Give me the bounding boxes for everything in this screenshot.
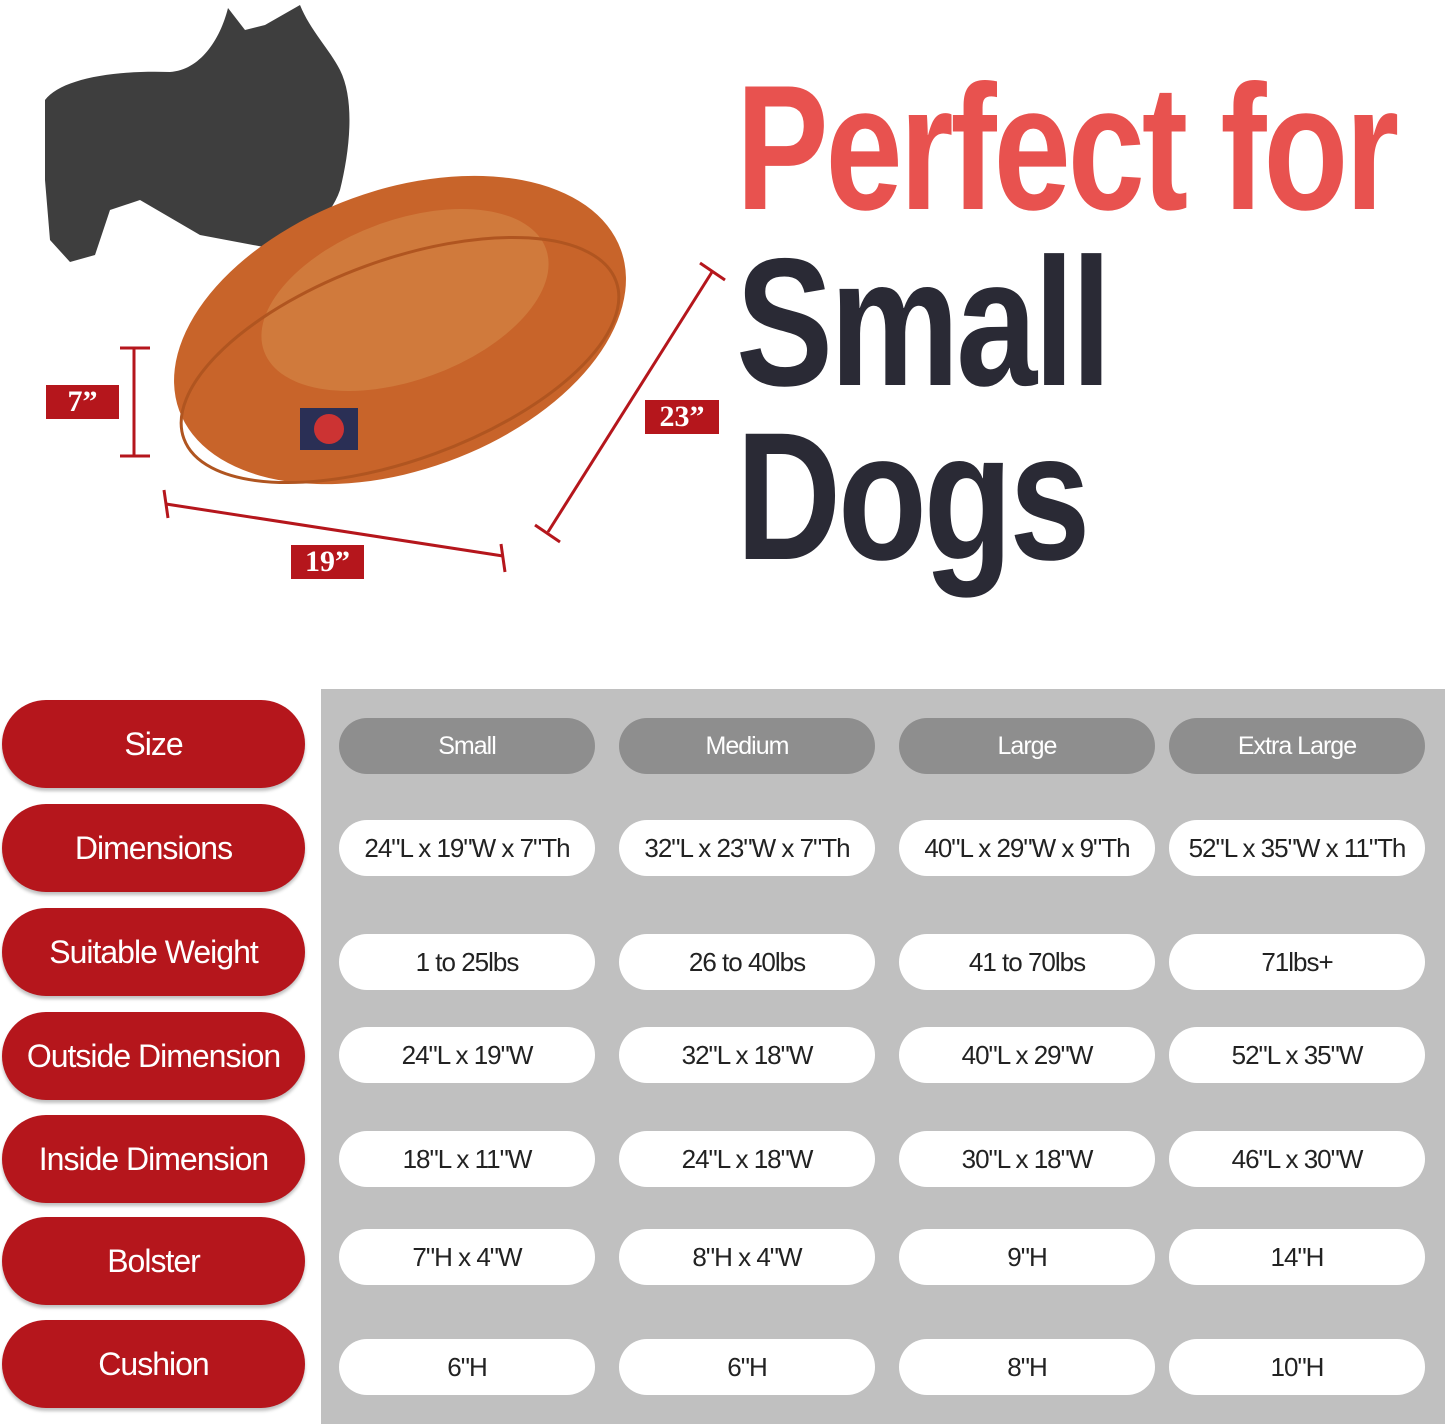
table-cell: 30"L x 18"W — [899, 1131, 1155, 1187]
dimension-lines — [120, 261, 726, 573]
table-cell: 32"L x 23"W x 7"Th — [619, 820, 875, 876]
dog-silhouette — [45, 5, 350, 262]
table-cell: 10"H — [1169, 1339, 1425, 1395]
table-cell: 32"L x 18"W — [619, 1027, 875, 1083]
width-dimension-label: 19” — [291, 545, 364, 579]
table-cell: 8"H — [899, 1339, 1155, 1395]
column-header: Extra Large — [1169, 718, 1425, 774]
table-cell: 1 to 25lbs — [339, 934, 595, 990]
table-cell: 52"L x 35"W — [1169, 1027, 1425, 1083]
row-label: Size — [2, 700, 305, 788]
row-label: Bolster — [2, 1217, 305, 1305]
height-dimension-label: 7” — [46, 385, 119, 419]
table-cell: 71lbs+ — [1169, 934, 1425, 990]
column-header: Small — [339, 718, 595, 774]
table-cell: 24"L x 19"W x 7"Th — [339, 820, 595, 876]
table-cell: 41 to 70lbs — [899, 934, 1155, 990]
row-label: Inside Dimension — [2, 1115, 305, 1203]
table-cell: 6"H — [619, 1339, 875, 1395]
row-label: Suitable Weight — [2, 908, 305, 996]
dog-bed — [174, 175, 626, 485]
table-cell: 26 to 40lbs — [619, 934, 875, 990]
row-label: Dimensions — [2, 804, 305, 892]
headline-line1: Perfect for — [736, 48, 1399, 247]
row-label: Cushion — [2, 1320, 305, 1408]
table-cell: 8"H x 4"W — [619, 1229, 875, 1285]
table-cell: 7"H x 4"W — [339, 1229, 595, 1285]
table-cell: 52"L x 35"W x 11"Th — [1169, 820, 1425, 876]
table-cell: 9"H — [899, 1229, 1155, 1285]
column-header: Large — [899, 718, 1155, 774]
table-cell: 40"L x 29"W — [899, 1027, 1155, 1083]
headline-line3: Dogs — [736, 394, 1090, 598]
column-header: Medium — [619, 718, 875, 774]
table-cell: 6"H — [339, 1339, 595, 1395]
table-cell: 46"L x 30"W — [1169, 1131, 1425, 1187]
product-illustration — [45, 5, 726, 573]
table-cell: 14"H — [1169, 1229, 1425, 1285]
headline-line2: Small — [736, 220, 1112, 424]
table-cell: 24"L x 19"W — [339, 1027, 595, 1083]
table-cell: 24"L x 18"W — [619, 1131, 875, 1187]
table-cell: 40"L x 29"W x 9"Th — [899, 820, 1155, 876]
row-label: Outside Dimension — [2, 1012, 305, 1100]
depth-dimension-label: 23” — [645, 400, 719, 434]
table-cell: 18"L x 11"W — [339, 1131, 595, 1187]
